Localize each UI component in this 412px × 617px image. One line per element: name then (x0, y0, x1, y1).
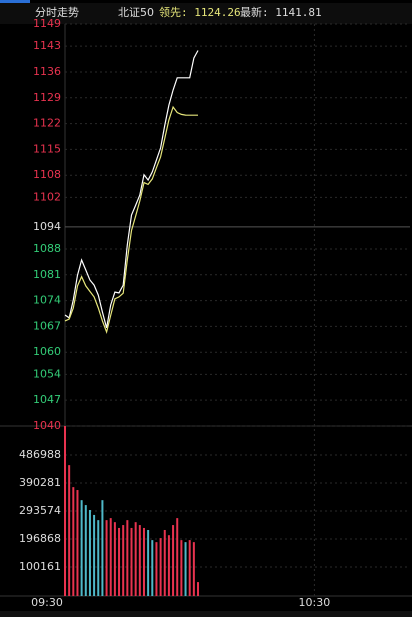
leader-value: 领先: 1124.26 (159, 6, 241, 19)
latest-value: 最新: 1141.81 (240, 5, 322, 19)
volume-bar (101, 500, 104, 596)
volume-bar (172, 525, 175, 596)
y-tick-label: 1094 (33, 220, 61, 233)
y-tick-label: 1040 (33, 419, 61, 432)
y-tick-label: 1047 (33, 393, 61, 406)
y-tick-label: 1115 (33, 142, 61, 155)
volume-bar (113, 522, 116, 596)
y-tick-label: 293574 (19, 504, 61, 517)
header-title: 分时走势 (35, 6, 79, 19)
y-tick-label: 1136 (33, 65, 61, 78)
y-tick-label: 1088 (33, 242, 61, 255)
volume-bar (76, 490, 79, 596)
y-tick-label: 1143 (33, 39, 61, 52)
volume-bar (197, 582, 200, 596)
volume-bar (142, 527, 145, 596)
volume-bar (192, 542, 195, 596)
y-tick-label: 196868 (19, 532, 61, 545)
volume-bar (97, 520, 100, 596)
volume-bar (122, 525, 125, 596)
y-tick-label: 1129 (33, 91, 61, 104)
volume-bar (147, 529, 150, 596)
volume-bar (84, 505, 87, 596)
volume-bar (151, 540, 154, 596)
volume-bar (184, 542, 187, 596)
volume-bar (118, 527, 121, 596)
y-tick-label: 1102 (33, 190, 61, 203)
y-tick-label: 1081 (33, 268, 61, 281)
y-tick-label: 1067 (33, 319, 61, 332)
y-tick-label: 1074 (33, 294, 61, 307)
volume-bar (176, 518, 179, 596)
volume-bar (180, 540, 183, 596)
tab-indicator (0, 0, 30, 3)
volume-bar (109, 518, 112, 596)
x-tick-label: 09:30 (31, 596, 63, 609)
volume-bar (80, 500, 83, 596)
header-bar (0, 3, 412, 24)
volume-bar (155, 542, 158, 596)
volume-bar (188, 540, 191, 596)
y-tick-label: 100161 (19, 560, 61, 573)
y-tick-label: 1060 (33, 345, 61, 358)
y-tick-label: 1149 (33, 17, 61, 30)
bottom-toolbar (0, 611, 412, 617)
volume-bar (167, 535, 170, 596)
volume-bar (72, 487, 75, 596)
volume-bar (126, 520, 129, 596)
volume-bar (64, 426, 66, 596)
y-tick-label: 1054 (33, 367, 61, 380)
y-tick-label: 1122 (33, 117, 61, 130)
y-tick-label: 486988 (19, 448, 61, 461)
volume-bar (138, 525, 141, 596)
y-tick-label: 390281 (19, 476, 61, 489)
price-line (64, 50, 199, 329)
volume-bar (130, 527, 133, 596)
volume-bar (68, 465, 71, 596)
volume-bar (88, 510, 91, 596)
x-tick-label: 10:30 (299, 596, 331, 609)
index-name: 北证50 (118, 6, 154, 19)
volume-bar (134, 522, 137, 596)
volume-bar (93, 514, 96, 596)
volume-bar (105, 520, 108, 596)
volume-bar (159, 538, 162, 596)
y-tick-label: 1108 (33, 168, 61, 181)
volume-bar (163, 529, 166, 596)
price-line (64, 105, 198, 335)
